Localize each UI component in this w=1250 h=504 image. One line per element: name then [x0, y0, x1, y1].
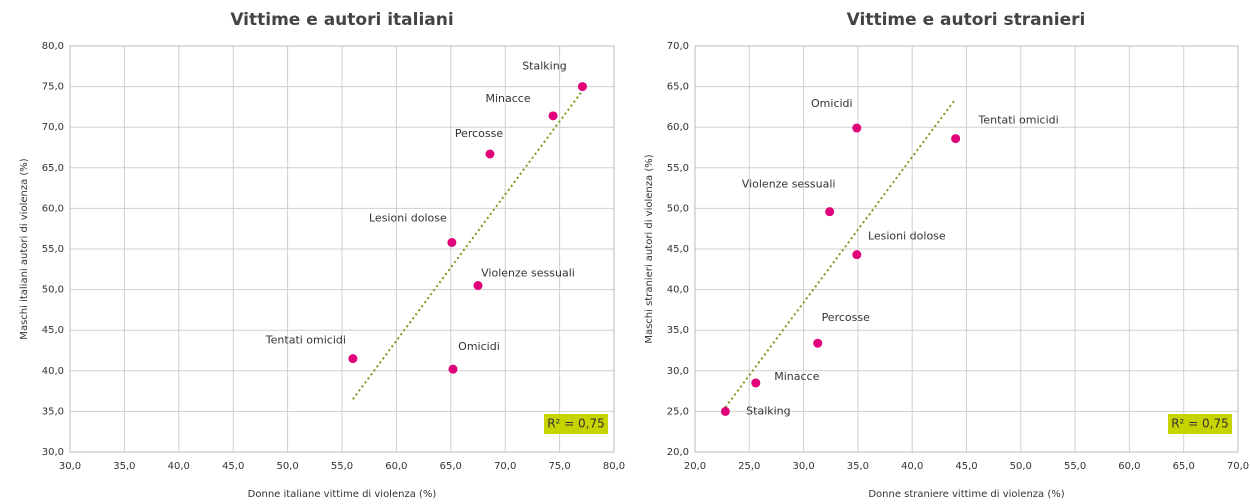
point	[473, 281, 483, 291]
y-tick-label: 40,0	[667, 285, 689, 296]
point-label: Stalking	[746, 404, 790, 417]
point	[951, 134, 961, 144]
chart-title: Vittime e autori italiani	[230, 10, 453, 30]
chart-title: Vittime e autori stranieri	[847, 10, 1086, 30]
x-tick-label: 70,0	[1227, 461, 1249, 472]
x-tick-label: 40,0	[901, 461, 923, 472]
point	[852, 250, 862, 260]
point-label: Lesioni dolose	[868, 230, 946, 243]
x-tick-label: 60,0	[385, 461, 407, 472]
point	[485, 149, 495, 159]
point-label: Tentati omicidi	[265, 334, 346, 347]
y-tick-label: 55,0	[667, 163, 689, 174]
y-tick-label: 30,0	[667, 366, 689, 377]
point-label: Stalking	[522, 60, 566, 73]
point-label: Minacce	[486, 92, 531, 105]
point	[720, 406, 730, 416]
annotation-box	[544, 414, 608, 434]
y-tick-label: 70,0	[42, 122, 64, 133]
y-tick-label: 25,0	[667, 406, 689, 417]
point-label: Violenze sessuali	[742, 178, 836, 191]
y-tick-label: 35,0	[667, 325, 689, 336]
y-tick-label: 60,0	[42, 203, 64, 214]
point	[852, 123, 862, 133]
y-axis-label: Maschi italiani autori di violenza (%)	[19, 158, 30, 339]
plot-frame	[69, 45, 615, 453]
x-tick-label: 30,0	[59, 461, 81, 472]
x-tick-label: 60,0	[1118, 461, 1140, 472]
y-tick-label: 80,0	[42, 41, 64, 52]
x-axis-label: Donne straniere vittime di violenza (%)	[868, 489, 1064, 500]
point-label: Percosse	[822, 311, 871, 324]
x-tick-label: 25,0	[738, 461, 760, 472]
point	[751, 378, 761, 388]
y-tick-label: 45,0	[667, 244, 689, 255]
annotation-box	[1168, 414, 1232, 434]
x-tick-label: 55,0	[331, 461, 353, 472]
y-tick-label: 50,0	[42, 285, 64, 296]
point-label: Tentati omicidi	[978, 114, 1059, 127]
plot-frame	[694, 45, 1239, 453]
point	[577, 82, 587, 92]
point-label: Lesioni dolose	[369, 212, 447, 225]
point-label: Omicidi	[811, 97, 853, 110]
y-tick-label: 50,0	[667, 203, 689, 214]
point	[348, 354, 358, 364]
point	[825, 207, 835, 217]
point-label: Minacce	[774, 370, 819, 383]
y-tick-label: 30,0	[42, 447, 64, 458]
x-tick-label: 20,0	[684, 461, 706, 472]
x-tick-label: 35,0	[847, 461, 869, 472]
annotation: R² = 0,75	[547, 417, 605, 431]
trendline	[724, 98, 957, 408]
x-tick-label: 40,0	[168, 461, 190, 472]
point	[813, 338, 823, 348]
y-tick-label: 35,0	[42, 406, 64, 417]
y-tick-label: 65,0	[667, 82, 689, 93]
x-tick-label: 75,0	[548, 461, 570, 472]
trendline	[352, 90, 584, 400]
x-tick-label: 45,0	[222, 461, 244, 472]
y-tick-label: 75,0	[42, 82, 64, 93]
point	[447, 238, 457, 248]
y-tick-label: 60,0	[667, 122, 689, 133]
x-tick-label: 55,0	[1064, 461, 1086, 472]
y-tick-label: 70,0	[667, 41, 689, 52]
x-tick-label: 50,0	[1010, 461, 1032, 472]
point	[448, 364, 458, 374]
y-tick-label: 55,0	[42, 244, 64, 255]
x-tick-label: 65,0	[1173, 461, 1195, 472]
x-tick-label: 45,0	[955, 461, 977, 472]
y-axis-label: Maschi stranieri autori di violenza (%)	[644, 154, 655, 343]
x-axis-label: Donne italiane vittime di violenza (%)	[248, 489, 437, 500]
point-label: Percosse	[455, 127, 504, 140]
x-tick-label: 70,0	[494, 461, 516, 472]
y-tick-label: 65,0	[42, 163, 64, 174]
y-tick-label: 45,0	[42, 325, 64, 336]
y-tick-label: 20,0	[667, 447, 689, 458]
point-label: Violenze sessuali	[481, 267, 575, 280]
x-tick-label: 50,0	[276, 461, 298, 472]
x-tick-label: 65,0	[440, 461, 462, 472]
point-label: Omicidi	[458, 340, 500, 353]
x-tick-label: 80,0	[603, 461, 625, 472]
x-tick-label: 30,0	[792, 461, 814, 472]
point	[548, 111, 558, 121]
y-tick-label: 40,0	[42, 366, 64, 377]
x-tick-label: 35,0	[113, 461, 135, 472]
annotation: R² = 0,75	[1171, 417, 1229, 431]
